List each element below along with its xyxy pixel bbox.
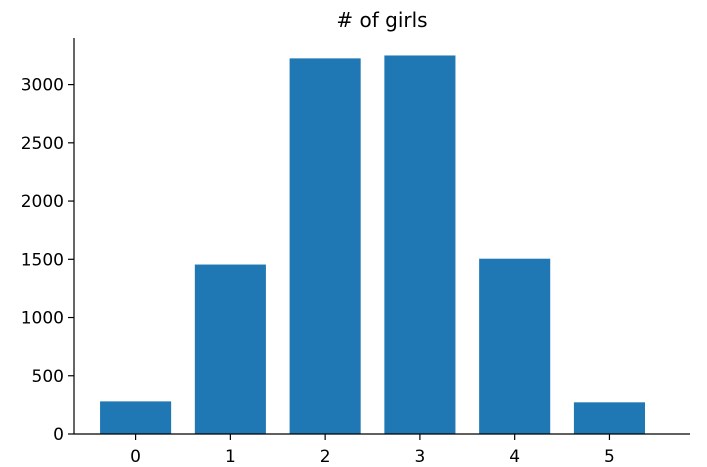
bar-4 — [479, 258, 551, 434]
bar-5 — [573, 402, 645, 434]
y-tick-label: 2000 — [21, 192, 64, 212]
chart-title: # of girls — [336, 8, 427, 32]
bar-3 — [384, 55, 456, 434]
x-tick-label: 3 — [414, 447, 425, 463]
x-tick-label: 4 — [509, 447, 520, 463]
bars-group — [100, 55, 645, 434]
x-tick-label: 2 — [320, 447, 331, 463]
bar-1 — [194, 264, 266, 434]
x-tick-label: 5 — [604, 447, 615, 463]
y-tick-label: 1500 — [21, 250, 64, 270]
y-axis: 0 500 1000 1500 2000 2500 3000 — [21, 76, 74, 445]
y-tick-label: 2500 — [21, 134, 64, 154]
x-tick-label: 1 — [225, 447, 236, 463]
y-tick-label: 500 — [32, 367, 64, 387]
y-tick-label: 3000 — [21, 76, 64, 96]
x-axis: 0 1 2 3 4 5 — [130, 434, 615, 467]
y-tick-label: 1000 — [21, 309, 64, 329]
x-tick-label: 0 — [130, 447, 141, 463]
y-tick-label: 0 — [53, 425, 64, 445]
bar-2 — [289, 58, 361, 434]
bar-0 — [100, 401, 172, 434]
